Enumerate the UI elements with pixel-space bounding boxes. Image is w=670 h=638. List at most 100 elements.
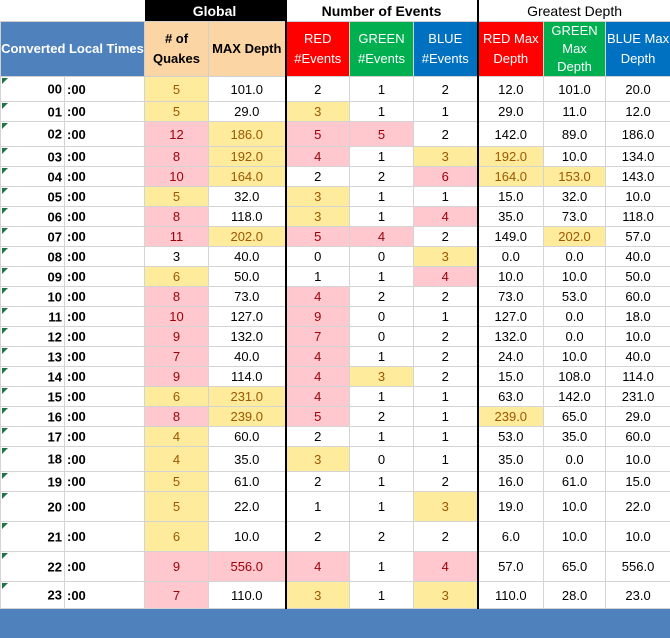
max-depth-cell[interactable]: 110.0 [208,581,286,609]
minute-cell[interactable]: :00 [64,146,145,167]
num-quakes-cell[interactable]: 11 [144,226,209,247]
blue-max-depth-cell[interactable]: 29.0 [605,406,670,427]
red-events-cell[interactable]: 3 [284,581,350,609]
max-depth-cell[interactable]: 239.0 [208,406,286,427]
max-depth-cell[interactable]: 10.0 [208,521,286,552]
minute-cell[interactable]: :00 [64,491,145,522]
red-events-cell[interactable]: 2 [284,521,350,552]
blue-events-cell[interactable]: 1 [412,186,479,207]
hour-cell[interactable]: 02 [0,121,65,147]
blue-events-cell[interactable]: 1 [412,386,479,407]
max-depth-cell[interactable]: 231.0 [208,386,286,407]
minute-cell[interactable]: :00 [64,346,145,367]
minute-cell[interactable]: :00 [64,266,145,287]
blue-max-depth-cell[interactable]: 556.0 [605,551,670,582]
minute-cell[interactable]: :00 [64,246,145,267]
green-events-cell[interactable]: 2 [349,166,414,187]
num-quakes-cell[interactable]: 5 [144,186,209,207]
max-depth-cell[interactable]: 101.0 [208,76,286,102]
minute-cell[interactable]: :00 [64,446,145,472]
hour-cell[interactable]: 11 [0,306,65,327]
red-max-depth-cell[interactable]: 35.0 [476,206,545,227]
blue-max-depth-cell[interactable]: 186.0 [605,121,670,147]
green-max-depth-cell[interactable]: 65.0 [543,551,607,582]
red-events-cell[interactable]: 3 [284,186,350,207]
green-max-depth-cell[interactable]: 202.0 [543,226,607,247]
hour-cell[interactable]: 08 [0,246,65,267]
hour-cell[interactable]: 10 [0,286,65,307]
hour-cell[interactable]: 21 [0,521,65,552]
blue-events-cell[interactable]: 1 [412,306,479,327]
red-max-depth-cell[interactable]: 10.0 [476,266,545,287]
green-max-depth-cell[interactable]: 153.0 [543,166,607,187]
red-max-depth-cell[interactable]: 19.0 [476,491,545,522]
hour-cell[interactable]: 03 [0,146,65,167]
green-events-cell[interactable]: 1 [349,471,414,492]
minute-cell[interactable]: :00 [64,226,145,247]
red-max-depth-cell[interactable]: 0.0 [476,246,545,267]
blue-max-depth-cell[interactable]: 231.0 [605,386,670,407]
green-max-depth-cell[interactable]: 11.0 [543,101,607,122]
max-depth-cell[interactable]: 186.0 [208,121,286,147]
max-depth-cell[interactable]: 61.0 [208,471,286,492]
num-quakes-cell[interactable]: 6 [144,521,209,552]
red-max-depth-cell[interactable]: 110.0 [476,581,545,609]
blue-events-cell[interactable]: 2 [412,366,479,387]
red-max-depth-cell[interactable]: 53.0 [476,426,545,447]
red-events-cell[interactable]: 5 [284,406,350,427]
max-depth-cell[interactable]: 164.0 [208,166,286,187]
red-max-depth-cell[interactable]: 73.0 [476,286,545,307]
red-max-depth-cell[interactable]: 149.0 [476,226,545,247]
red-max-depth-cell[interactable]: 164.0 [476,166,545,187]
blue-max-depth-cell[interactable]: 22.0 [605,491,670,522]
red-events-cell[interactable]: 5 [284,226,350,247]
blue-max-depth-cell[interactable]: 60.0 [605,426,670,447]
max-depth-cell[interactable]: 40.0 [208,246,286,267]
minute-cell[interactable]: :00 [64,76,145,102]
blue-events-cell[interactable]: 3 [412,246,479,267]
green-events-cell[interactable]: 1 [349,386,414,407]
red-events-cell[interactable]: 3 [284,101,350,122]
blue-max-depth-cell[interactable]: 118.0 [605,206,670,227]
max-depth-cell[interactable]: 132.0 [208,326,286,347]
num-quakes-cell[interactable]: 4 [144,446,209,472]
green-events-cell[interactable]: 0 [349,246,414,267]
blue-max-depth-cell[interactable]: 12.0 [605,101,670,122]
blue-events-cell[interactable]: 6 [412,166,479,187]
num-quakes-cell[interactable]: 9 [144,366,209,387]
blue-events-cell[interactable]: 3 [412,146,479,167]
green-events-cell[interactable]: 1 [349,581,414,609]
green-max-depth-cell[interactable]: 0.0 [543,306,607,327]
minute-cell[interactable]: :00 [64,581,145,609]
green-max-depth-cell[interactable]: 32.0 [543,186,607,207]
red-max-depth-cell[interactable]: 142.0 [476,121,545,147]
green-max-depth-cell[interactable]: 0.0 [543,246,607,267]
green-max-depth-cell[interactable]: 10.0 [543,521,607,552]
blue-events-cell[interactable]: 2 [412,346,479,367]
red-events-cell[interactable]: 1 [284,491,350,522]
max-depth-cell[interactable]: 35.0 [208,446,286,472]
red-max-depth-cell[interactable]: 24.0 [476,346,545,367]
red-events-cell[interactable]: 4 [284,551,350,582]
hour-cell[interactable]: 15 [0,386,65,407]
red-max-depth-cell[interactable]: 12.0 [476,76,545,102]
blue-max-depth-cell[interactable]: 20.0 [605,76,670,102]
green-max-depth-cell[interactable]: 142.0 [543,386,607,407]
red-max-depth-cell[interactable]: 63.0 [476,386,545,407]
red-events-cell[interactable]: 9 [284,306,350,327]
minute-cell[interactable]: :00 [64,406,145,427]
green-events-cell[interactable]: 1 [349,491,414,522]
num-quakes-cell[interactable]: 8 [144,206,209,227]
green-events-cell[interactable]: 1 [349,76,414,102]
blue-events-cell[interactable]: 1 [412,406,479,427]
green-max-depth-cell[interactable]: 28.0 [543,581,607,609]
green-max-depth-cell[interactable]: 73.0 [543,206,607,227]
hour-cell[interactable]: 05 [0,186,65,207]
blue-max-depth-cell[interactable]: 143.0 [605,166,670,187]
blue-events-cell[interactable]: 3 [412,581,479,609]
num-quakes-cell[interactable]: 8 [144,406,209,427]
max-depth-cell[interactable]: 202.0 [208,226,286,247]
red-events-cell[interactable]: 3 [284,206,350,227]
red-events-cell[interactable]: 4 [284,366,350,387]
num-quakes-cell[interactable]: 5 [144,471,209,492]
